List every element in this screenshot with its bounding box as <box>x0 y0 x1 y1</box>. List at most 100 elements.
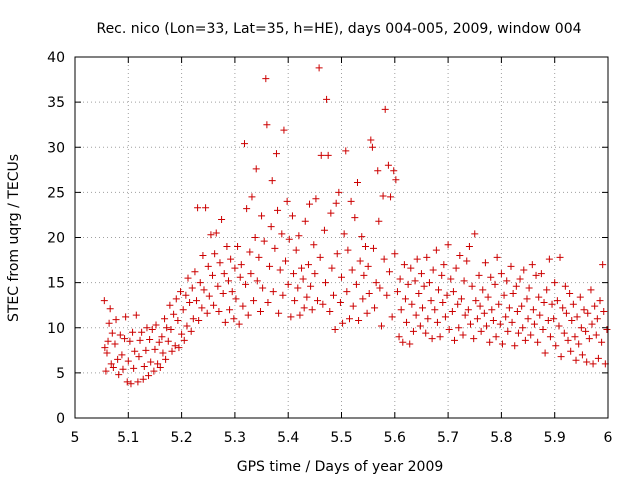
data-point <box>234 243 242 251</box>
data-point <box>123 378 131 386</box>
data-point <box>557 353 565 361</box>
data-point <box>367 136 375 144</box>
data-point <box>482 322 490 330</box>
data-point <box>593 315 601 323</box>
data-point <box>530 320 538 328</box>
data-point <box>272 150 280 158</box>
data-point <box>212 229 220 237</box>
data-point <box>397 306 405 314</box>
y-tick-label: 15 <box>47 276 65 292</box>
data-point <box>235 320 243 328</box>
data-point <box>363 309 371 317</box>
data-point <box>377 322 385 330</box>
data-point <box>599 261 607 269</box>
data-point <box>399 338 407 346</box>
chart-title: Rec. nico (Lon=33, Lat=35, h=HE), days 0… <box>96 21 581 37</box>
data-point <box>443 291 451 299</box>
data-point <box>220 270 228 278</box>
data-point <box>383 291 391 299</box>
data-point <box>365 289 373 297</box>
data-point <box>428 335 436 343</box>
data-point <box>556 253 564 261</box>
data-point <box>164 337 172 345</box>
data-point <box>545 255 553 263</box>
data-point <box>343 288 351 296</box>
data-point <box>529 306 537 314</box>
data-point <box>296 311 304 319</box>
data-point <box>290 270 298 278</box>
data-point <box>509 289 517 297</box>
data-point <box>292 246 300 254</box>
data-point <box>183 322 191 330</box>
data-point <box>562 309 570 317</box>
data-point <box>420 282 428 290</box>
data-point <box>512 282 520 290</box>
x-tick-label: 5.2 <box>170 430 192 446</box>
data-point <box>395 333 403 341</box>
data-point <box>465 243 473 251</box>
data-point <box>142 346 150 354</box>
data-point <box>219 289 227 297</box>
data-point <box>572 356 580 364</box>
data-point <box>215 308 223 316</box>
data-point <box>374 167 382 175</box>
data-point <box>188 284 196 292</box>
data-point <box>497 270 505 278</box>
data-point <box>548 300 556 308</box>
data-point <box>352 280 360 288</box>
data-point <box>513 308 521 316</box>
data-point <box>438 271 446 279</box>
data-point <box>535 293 543 301</box>
data-point <box>528 261 536 269</box>
data-point <box>429 266 437 274</box>
data-point <box>359 295 367 303</box>
x-tick-label: 5.8 <box>490 430 512 446</box>
data-point <box>534 338 542 346</box>
data-point <box>147 358 155 366</box>
data-point <box>435 286 443 294</box>
data-point <box>221 318 229 326</box>
data-point <box>320 226 328 234</box>
data-point <box>317 151 325 159</box>
data-point <box>433 318 441 326</box>
data-point <box>116 331 124 339</box>
data-point <box>118 351 126 359</box>
data-point <box>553 297 561 305</box>
data-point <box>351 214 359 222</box>
data-point <box>580 306 588 314</box>
data-point <box>282 257 290 265</box>
data-point <box>200 286 208 294</box>
data-point <box>252 165 260 173</box>
x-tick-label: 5.4 <box>277 430 299 446</box>
data-point <box>232 295 240 303</box>
data-point <box>301 217 309 225</box>
data-point <box>489 317 497 325</box>
data-point <box>524 315 532 323</box>
data-point <box>596 297 604 305</box>
data-point <box>560 329 568 337</box>
data-point <box>473 315 481 323</box>
data-point <box>416 322 424 330</box>
data-point <box>390 167 398 175</box>
data-point <box>291 297 299 305</box>
data-point <box>481 259 489 267</box>
data-point <box>348 266 356 274</box>
data-point <box>544 317 552 325</box>
data-point <box>519 324 527 332</box>
data-point <box>330 291 338 299</box>
data-point <box>155 338 163 346</box>
data-point <box>400 261 408 269</box>
data-point <box>163 324 171 332</box>
data-point <box>259 284 267 292</box>
data-point <box>566 289 574 297</box>
data-point <box>419 304 427 312</box>
data-point <box>333 250 341 258</box>
data-point <box>244 311 252 319</box>
data-point <box>385 268 393 276</box>
data-point <box>340 230 348 238</box>
x-tick-label: 5.9 <box>544 430 566 446</box>
data-point <box>131 347 139 355</box>
data-point <box>477 327 485 335</box>
data-point <box>151 345 159 353</box>
data-point <box>129 328 137 336</box>
